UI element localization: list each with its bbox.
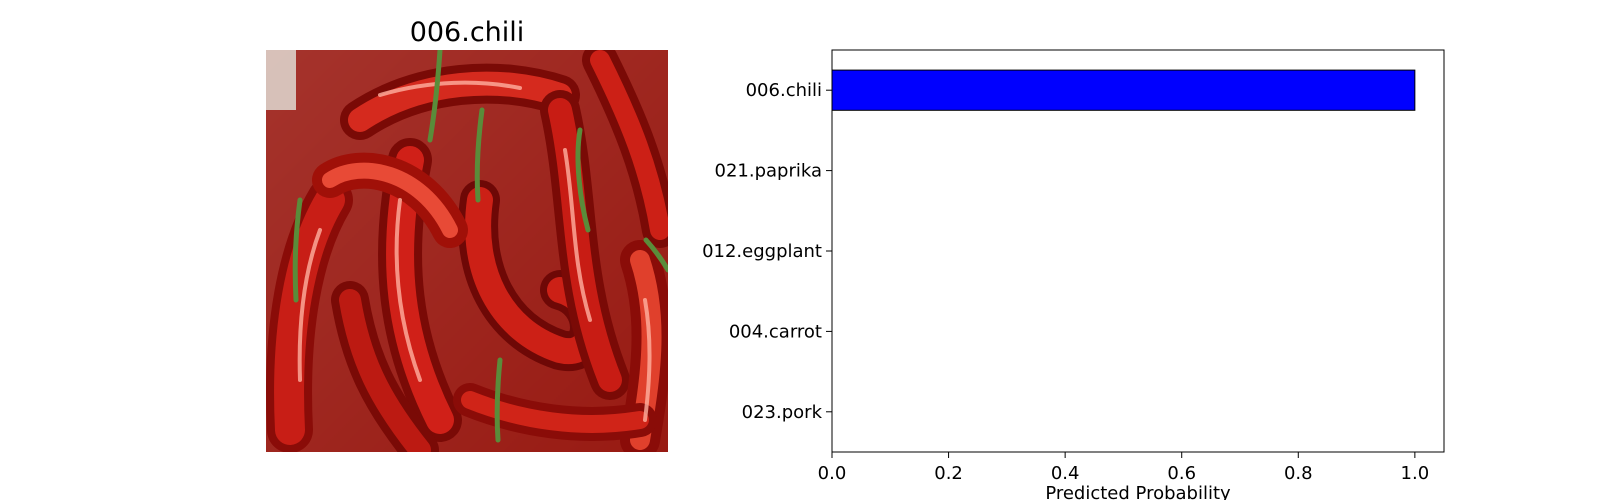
- y-tick-label: 012.eggplant: [702, 241, 822, 262]
- y-tick-label: 023.pork: [742, 402, 823, 423]
- x-tick-label: 0.4: [1051, 463, 1080, 484]
- x-tick-label: 0.2: [934, 463, 963, 484]
- x-tick-label: 1.0: [1401, 463, 1430, 484]
- y-tick-label: 021.paprika: [715, 161, 823, 182]
- plot-area: [831, 49, 1445, 453]
- chili-photo: [266, 50, 668, 452]
- x-axis-label: Predicted Probability: [1045, 483, 1231, 500]
- bar-chart: 006.chili 021.paprika 012.eggplant 004.carr…: [702, 49, 1445, 500]
- y-tick-label: 006.chili: [746, 80, 822, 101]
- x-tick-label: 0.0: [818, 463, 847, 484]
- x-tick-label: 0.6: [1167, 463, 1196, 484]
- y-tick-label: 004.carrot: [729, 321, 822, 342]
- bar-006-chili: [831, 69, 1416, 111]
- image-title: 006.chili: [410, 17, 525, 48]
- x-tick-label: 0.8: [1284, 463, 1313, 484]
